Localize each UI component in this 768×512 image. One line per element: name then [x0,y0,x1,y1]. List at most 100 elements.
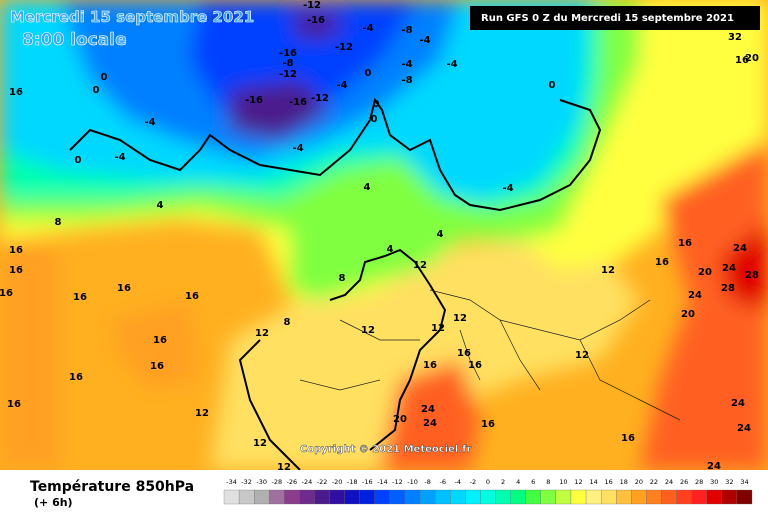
contour-label: 0 [101,72,108,83]
footer-step: (+ 6h) [34,496,73,509]
legend-swatch [238,489,255,505]
contour-label: -4 [401,59,412,70]
legend-tick-label: -8 [424,478,430,486]
contour-label: 12 [277,462,291,473]
legend-swatch [480,489,496,505]
contour-label: 0 [75,155,82,166]
legend-tick-label: 4 [516,478,520,486]
contour-label: 16 [457,348,471,359]
contour-label: 20 [393,414,407,425]
legend-tick-label: 32 [725,478,733,486]
legend-swatch [389,489,406,505]
legend-swatch [465,489,481,505]
legend-swatch [661,489,677,505]
contour-label: 12 [413,260,427,271]
legend-tick-label: -12 [392,478,403,486]
contour-label: -4 [114,152,125,163]
contour-label: -4 [292,143,303,154]
legend-tick-label: 10 [559,478,567,486]
legend-tick-label: -16 [362,478,373,486]
legend-swatch [314,489,330,505]
legend-swatch [736,489,753,505]
contour-label: 16 [117,283,131,294]
contour-label: 4 [157,200,164,211]
legend-tick-label: 12 [574,478,582,486]
contour-label: 20 [698,267,712,278]
legend-tick-label: 18 [620,478,628,486]
contour-label: 16 [468,360,482,371]
contour-label: 24 [737,423,751,434]
contour-label: 0 [93,85,100,96]
contour-label: 16 [9,87,23,98]
legend-swatch [329,489,345,505]
legend-swatch [359,489,376,505]
contour-label: 12 [453,313,467,324]
contour-label: 24 [733,243,747,254]
legend-tick-label: -14 [377,478,388,486]
legend-tick-label: 34 [740,478,748,486]
legend-tick-label: -2 [470,478,476,486]
legend-swatch [616,489,632,505]
legend-tick-label: -18 [347,478,358,486]
contour-label: -12 [279,69,297,80]
legend-swatch [525,489,541,505]
contour-label: 28 [721,283,735,294]
legend-swatch [540,489,557,505]
legend-swatch [676,489,692,505]
contour-label: 16 [9,245,23,256]
contour-label: 20 [681,309,695,320]
legend-tick-label: -30 [256,478,267,486]
contour-label: -16 [289,97,307,108]
legend-swatch [419,489,436,505]
contour-label: 24 [707,461,721,472]
legend-swatch [299,489,315,505]
contour-label: -4 [502,183,513,194]
legend-swatch [600,489,617,505]
contour-label: 24 [423,418,437,429]
contour-label: 16 [481,419,495,430]
legend-swatch [495,489,511,505]
contour-label: 16 [69,372,83,383]
copyright: Copyright © 2021 Meteociel.fr [300,444,471,455]
contour-label: -8 [282,58,293,69]
legend-tick-label: 22 [650,478,658,486]
contour-label: -4 [144,117,155,128]
run-label: Run GFS 0 Z du Mercredi 15 septembre 202… [481,13,734,24]
map-labels: -12-16-12-4 -8-4-16-8-12-16 -16 -12-40-8-4-… [0,0,759,473]
legend-tick-label: 30 [710,478,718,486]
legend-tick-label: -34 [226,478,237,486]
contour-label: 12 [575,350,589,361]
legend-swatch [691,489,707,505]
legend-tick-label: -22 [317,478,328,486]
contour-label: 12 [195,408,209,419]
legend-swatch [435,489,451,505]
legend-swatch [631,489,647,505]
legend-swatch [706,489,722,505]
contour-label: 4 [387,244,394,255]
contour-label: 24 [688,290,702,301]
contour-label: 20 [745,53,759,64]
contour-label: -12 [303,0,321,11]
legend-swatch [585,489,602,505]
contour-label: -16 [279,48,297,59]
run-box [470,6,760,30]
footer-title: Température 850hPa [30,479,194,495]
contour-label: -8 [401,25,412,36]
contour-label: 32 [728,32,742,43]
legend-tick-label: 28 [695,478,703,486]
legend-tick-label: 2 [501,478,505,486]
legend-tick-label: 14 [589,478,597,486]
legend-tick-label: 24 [665,478,673,486]
legend-tick-label: 0 [486,478,490,486]
legend-swatch [646,489,662,505]
coastlines [69,97,681,471]
contour-label: 24 [722,263,736,274]
contour-label: 12 [255,328,269,339]
legend-swatch [344,489,360,505]
contour-label: 24 [421,404,435,415]
contour-label: 16 [185,291,199,302]
legend-swatch [721,489,738,505]
contour-label: -12 [311,93,329,104]
contour-label: 12 [601,265,615,276]
contour-label: -8 [401,75,412,86]
